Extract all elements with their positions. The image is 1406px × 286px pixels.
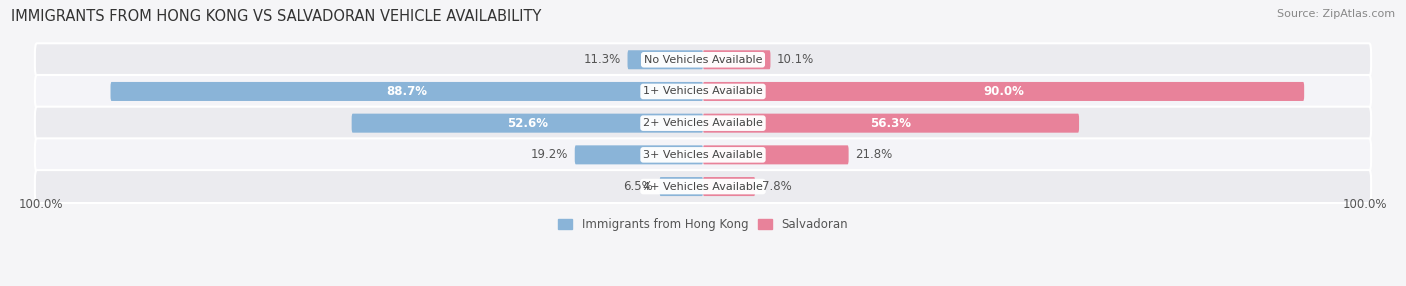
Text: 1+ Vehicles Available: 1+ Vehicles Available <box>643 86 763 96</box>
FancyBboxPatch shape <box>35 170 1371 203</box>
Text: 10.1%: 10.1% <box>778 53 814 66</box>
Text: 4+ Vehicles Available: 4+ Vehicles Available <box>643 182 763 192</box>
Text: 2+ Vehicles Available: 2+ Vehicles Available <box>643 118 763 128</box>
FancyBboxPatch shape <box>352 114 703 133</box>
Text: 100.0%: 100.0% <box>1343 198 1388 211</box>
Text: 6.5%: 6.5% <box>623 180 652 193</box>
FancyBboxPatch shape <box>703 114 1078 133</box>
Text: 56.3%: 56.3% <box>870 117 911 130</box>
Text: 3+ Vehicles Available: 3+ Vehicles Available <box>643 150 763 160</box>
Text: IMMIGRANTS FROM HONG KONG VS SALVADORAN VEHICLE AVAILABILITY: IMMIGRANTS FROM HONG KONG VS SALVADORAN … <box>11 9 541 23</box>
FancyBboxPatch shape <box>35 43 1371 76</box>
Text: 19.2%: 19.2% <box>530 148 568 161</box>
FancyBboxPatch shape <box>703 50 770 69</box>
FancyBboxPatch shape <box>35 138 1371 171</box>
Text: 100.0%: 100.0% <box>18 198 63 211</box>
Text: Source: ZipAtlas.com: Source: ZipAtlas.com <box>1277 9 1395 19</box>
Text: 21.8%: 21.8% <box>855 148 893 161</box>
Text: 52.6%: 52.6% <box>506 117 548 130</box>
FancyBboxPatch shape <box>35 75 1371 108</box>
Text: 11.3%: 11.3% <box>583 53 621 66</box>
FancyBboxPatch shape <box>659 177 703 196</box>
FancyBboxPatch shape <box>35 107 1371 140</box>
FancyBboxPatch shape <box>575 145 703 164</box>
FancyBboxPatch shape <box>703 177 755 196</box>
Text: 88.7%: 88.7% <box>387 85 427 98</box>
FancyBboxPatch shape <box>703 82 1305 101</box>
Text: 90.0%: 90.0% <box>983 85 1024 98</box>
Text: 7.8%: 7.8% <box>762 180 792 193</box>
Text: No Vehicles Available: No Vehicles Available <box>644 55 762 65</box>
FancyBboxPatch shape <box>703 145 849 164</box>
Legend: Immigrants from Hong Kong, Salvadoran: Immigrants from Hong Kong, Salvadoran <box>554 213 852 236</box>
FancyBboxPatch shape <box>111 82 703 101</box>
FancyBboxPatch shape <box>627 50 703 69</box>
